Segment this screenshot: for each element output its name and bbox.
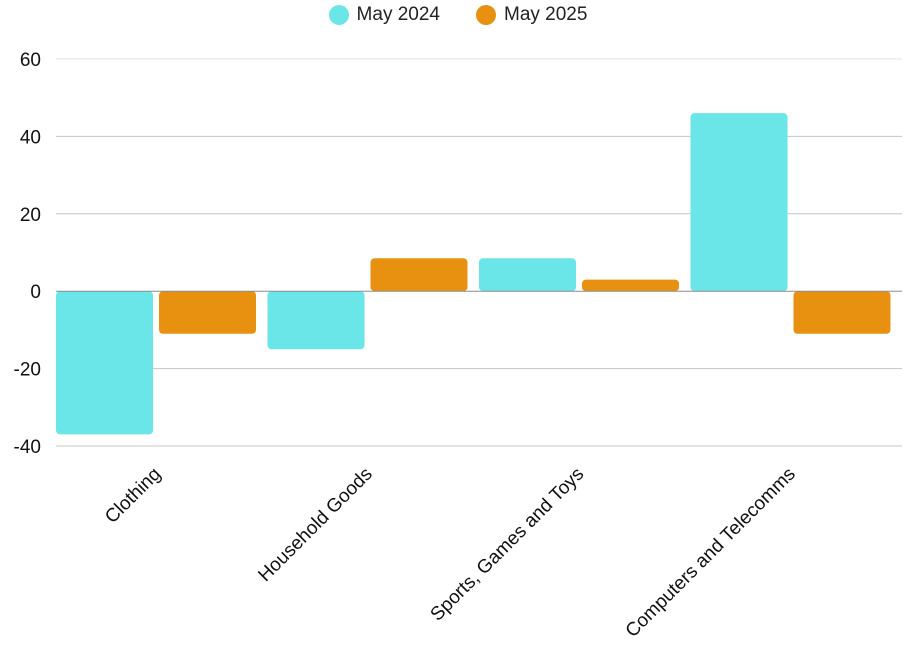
y-tick-label-0: 60 xyxy=(20,50,41,71)
y-axis-ticks: 60 40 20 0 -20 -40 xyxy=(14,50,41,458)
y-tick-label-4: -20 xyxy=(14,360,41,381)
x-tick-label-4: Computers and Telecomms xyxy=(622,464,800,642)
legend-item-series-1[interactable]: May 2024 xyxy=(328,4,440,26)
x-tick-label-3: Sports, Games and Toys xyxy=(427,464,589,626)
y-tick-label-3: 0 xyxy=(30,282,41,303)
bar-series-1-cat-4[interactable] xyxy=(690,113,788,292)
legend-swatch-series-2 xyxy=(476,5,496,25)
x-tick-label-1: Clothing xyxy=(101,464,165,528)
bars xyxy=(56,113,891,435)
legend-label-series-1: May 2024 xyxy=(356,4,440,25)
bar-series-1-cat-3[interactable] xyxy=(479,258,576,292)
x-tick-label-2: Household Goods xyxy=(254,464,376,586)
bar-series-2-cat-3[interactable] xyxy=(582,279,679,292)
legend-swatch-series-1 xyxy=(328,5,349,25)
bar-series-2-cat-4[interactable] xyxy=(793,291,891,334)
bar-series-1-cat-2[interactable] xyxy=(267,291,365,350)
legend: May 2024 May 2025 xyxy=(0,0,916,30)
bar-series-2-cat-2[interactable] xyxy=(370,258,468,292)
x-axis-ticks: Clothing Household Goods Sports, Games and… xyxy=(101,464,800,642)
y-tick-label-2: 20 xyxy=(20,205,41,226)
legend-label-series-2: May 2025 xyxy=(504,4,588,25)
y-tick-label-1: 40 xyxy=(20,127,41,148)
y-tick-label-5: -40 xyxy=(14,437,41,458)
bar-series-1-cat-1[interactable] xyxy=(56,291,153,435)
bar-series-2-cat-1[interactable] xyxy=(159,291,256,334)
legend-item-series-2[interactable]: May 2025 xyxy=(476,4,587,26)
